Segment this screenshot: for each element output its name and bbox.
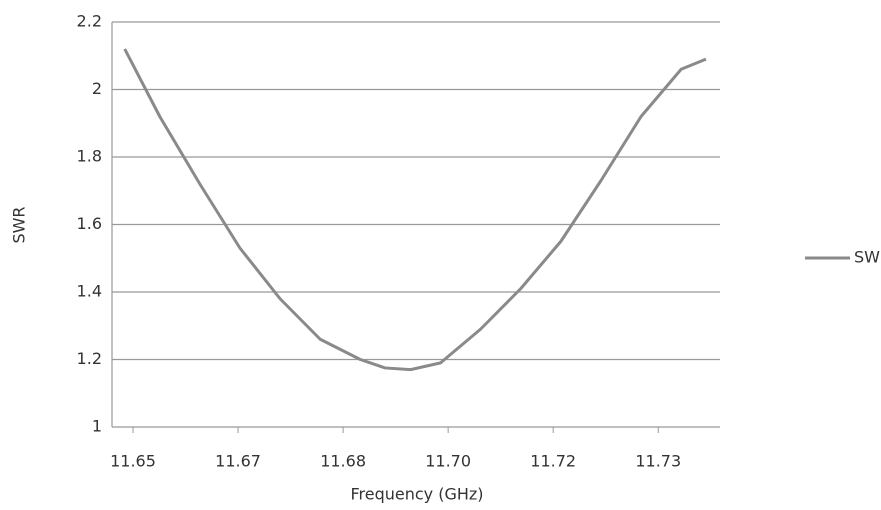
- y-tick-label: 1.2: [77, 349, 102, 368]
- legend-label: SWR: [854, 248, 881, 267]
- y-tick-label: 1.8: [77, 147, 102, 166]
- x-tick-label: 11.68: [320, 452, 366, 471]
- x-tick-label: 11.73: [635, 452, 681, 471]
- x-tick-label: 11.65: [110, 452, 156, 471]
- x-tick-label: 11.72: [530, 452, 576, 471]
- x-tick-label: 11.70: [425, 452, 471, 471]
- y-tick-label: 1: [92, 417, 102, 436]
- data-line: [123, 48, 707, 372]
- y-tick-label: 1.4: [77, 282, 102, 301]
- y-axis-label: SWR: [10, 206, 29, 243]
- y-tick-label: 1.6: [77, 214, 102, 233]
- y-tick-label: 2: [92, 79, 102, 98]
- x-axis-label: Frequency (GHz): [350, 485, 483, 504]
- y-tick-label: 2.2: [77, 12, 102, 31]
- x-tick-label: 11.67: [215, 452, 261, 471]
